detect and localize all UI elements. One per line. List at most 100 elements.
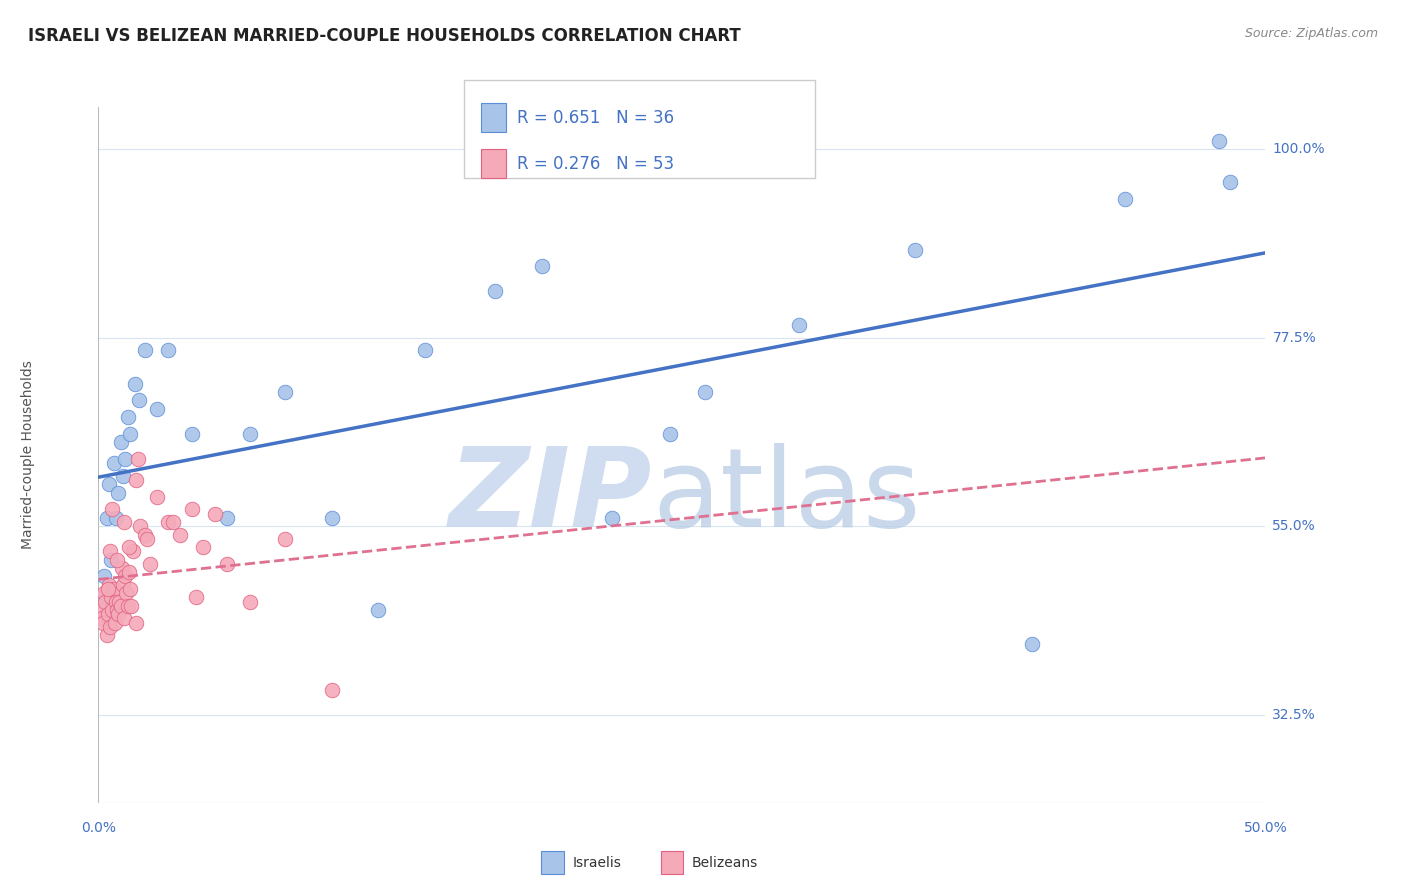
Point xyxy=(695,385,717,400)
Point xyxy=(117,599,139,613)
Point xyxy=(115,586,138,600)
Point xyxy=(1219,176,1241,190)
Point xyxy=(103,456,125,470)
Point xyxy=(111,468,134,483)
Point xyxy=(98,544,121,558)
Point xyxy=(112,515,135,529)
Point xyxy=(97,607,120,622)
Point xyxy=(125,615,148,630)
Text: ZIP: ZIP xyxy=(450,443,652,550)
Point xyxy=(91,615,114,630)
Point xyxy=(94,594,117,608)
Point xyxy=(118,566,141,580)
Point xyxy=(124,376,146,391)
Point xyxy=(274,385,297,400)
Point xyxy=(274,532,297,546)
Point xyxy=(100,591,122,605)
Point xyxy=(787,318,810,332)
Point xyxy=(600,510,623,524)
Point xyxy=(169,527,191,541)
Text: atlas: atlas xyxy=(652,443,921,550)
Point xyxy=(367,603,389,617)
Text: R = 0.651   N = 36: R = 0.651 N = 36 xyxy=(517,109,675,127)
Point xyxy=(107,607,129,622)
Text: Source: ZipAtlas.com: Source: ZipAtlas.com xyxy=(1244,27,1378,40)
Point xyxy=(204,507,226,521)
Point xyxy=(107,485,129,500)
Point xyxy=(239,594,262,608)
Point xyxy=(215,510,238,524)
Point xyxy=(110,435,132,450)
Point xyxy=(118,582,141,596)
Point xyxy=(1114,192,1136,206)
Point xyxy=(413,343,436,358)
Point xyxy=(128,393,150,408)
Point xyxy=(1208,134,1230,148)
Point xyxy=(90,591,112,605)
Point xyxy=(118,427,141,442)
Point xyxy=(162,515,184,529)
Text: 55.0%: 55.0% xyxy=(1272,519,1316,533)
Point xyxy=(122,544,145,558)
Point xyxy=(114,569,136,583)
Point xyxy=(104,594,127,608)
Point xyxy=(134,343,156,358)
Text: Israelis: Israelis xyxy=(572,855,621,870)
Point xyxy=(239,427,262,442)
Point xyxy=(108,594,131,608)
Point xyxy=(139,557,162,571)
Text: 0.0%: 0.0% xyxy=(82,821,115,835)
Point xyxy=(321,510,343,524)
Text: R = 0.276   N = 53: R = 0.276 N = 53 xyxy=(517,154,675,173)
Point xyxy=(110,599,132,613)
Text: ISRAELI VS BELIZEAN MARRIED-COUPLE HOUSEHOLDS CORRELATION CHART: ISRAELI VS BELIZEAN MARRIED-COUPLE HOUSE… xyxy=(28,27,741,45)
Point xyxy=(112,611,135,625)
Point xyxy=(125,473,148,487)
Point xyxy=(97,578,120,592)
Point xyxy=(118,540,141,554)
Point xyxy=(1021,636,1043,650)
Point xyxy=(120,599,142,613)
Point xyxy=(146,490,169,504)
Point xyxy=(117,410,139,425)
Text: 32.5%: 32.5% xyxy=(1272,707,1316,722)
Point xyxy=(104,615,127,630)
Point xyxy=(530,260,553,274)
Point xyxy=(101,502,124,516)
Text: 100.0%: 100.0% xyxy=(1272,142,1324,156)
Point xyxy=(157,343,180,358)
Text: 77.5%: 77.5% xyxy=(1272,331,1316,344)
Point xyxy=(114,452,136,467)
Point xyxy=(90,611,112,625)
Point xyxy=(146,401,169,416)
Text: Belizeans: Belizeans xyxy=(692,855,758,870)
Point xyxy=(101,603,124,617)
Point xyxy=(136,532,159,546)
Point xyxy=(129,519,152,533)
Point xyxy=(105,603,128,617)
Text: 50.0%: 50.0% xyxy=(1243,821,1288,835)
Point xyxy=(484,285,506,299)
Point xyxy=(321,682,343,697)
Point xyxy=(103,582,125,596)
Point xyxy=(193,540,215,554)
Point xyxy=(111,561,134,575)
Point xyxy=(659,427,682,442)
Point xyxy=(127,452,149,467)
Point xyxy=(111,578,134,592)
Point xyxy=(157,515,180,529)
Point xyxy=(180,427,202,442)
Point xyxy=(100,552,122,566)
Point xyxy=(186,591,208,605)
Point xyxy=(134,527,156,541)
Point xyxy=(90,603,112,617)
Point xyxy=(904,243,927,257)
Point xyxy=(97,582,120,596)
Point xyxy=(180,502,202,516)
Point xyxy=(98,620,121,634)
Point xyxy=(215,557,238,571)
Point xyxy=(105,552,128,566)
Point xyxy=(97,477,120,491)
Point xyxy=(93,586,115,600)
Point xyxy=(96,628,118,642)
